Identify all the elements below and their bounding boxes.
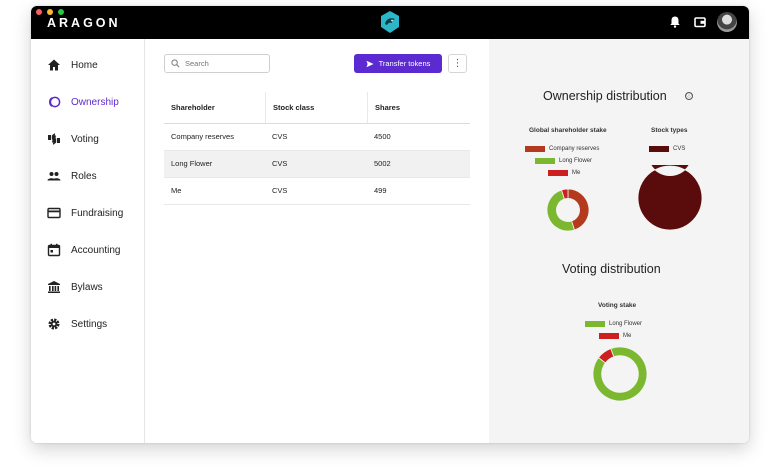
gear-icon xyxy=(48,318,60,330)
sidebar-item-label: Accounting xyxy=(71,244,121,256)
legend-label: Company reserves xyxy=(549,145,600,152)
sidebar-item-voting[interactable]: Voting xyxy=(31,126,144,152)
bank-icon xyxy=(48,281,60,293)
global-stake-donut xyxy=(546,188,590,232)
table-row[interactable]: Me CVS 499 xyxy=(164,178,470,205)
transfer-tokens-label: Transfer tokens xyxy=(378,59,431,68)
donut-slice-me xyxy=(561,188,569,200)
shareholders-table: Shareholder Stock class Shares Company r… xyxy=(164,92,470,205)
legend-item-cvs: CVS xyxy=(649,145,685,152)
donut-slice-me xyxy=(597,348,615,364)
sidebar-item-bylaws[interactable]: Bylaws xyxy=(31,274,144,300)
column-header-shareholder[interactable]: Shareholder xyxy=(171,103,215,112)
ownership-icon xyxy=(48,96,61,108)
notifications-bell-icon[interactable] xyxy=(668,15,682,29)
legend-label: Long Flower xyxy=(559,157,593,164)
ownership-distribution-title: Ownership distribution xyxy=(543,89,667,103)
legend-swatch xyxy=(548,169,568,176)
donut-slice-long-flower xyxy=(546,189,575,232)
sidebar-item-label: Fundraising xyxy=(71,207,124,219)
column-header-shares[interactable]: Shares xyxy=(367,92,470,123)
global-stake-title: Global shareholder stake xyxy=(529,127,607,134)
donut-slice-cvs xyxy=(637,165,703,231)
info-icon[interactable]: ⓘ xyxy=(685,92,693,100)
donut-slice-long-flower xyxy=(592,346,648,402)
shares-cell: 5002 xyxy=(374,159,391,168)
sidebar: Home Ownership Voting Roles xyxy=(31,39,145,443)
voting-distribution-title: Voting distribution xyxy=(562,262,661,276)
legend-item-company-reserves: Company reserves xyxy=(525,145,599,152)
search-icon xyxy=(171,59,180,68)
minimize-window-button[interactable] xyxy=(47,9,53,15)
more-vertical-icon: ⋮ xyxy=(452,58,463,69)
shareholder-cell: Long Flower xyxy=(171,159,213,168)
search-input[interactable] xyxy=(164,54,270,73)
transfer-tokens-button[interactable]: Transfer tokens xyxy=(354,54,442,73)
home-icon xyxy=(48,59,60,71)
legend-item-long-flower: Long Flower xyxy=(585,320,642,327)
roles-icon xyxy=(47,172,61,181)
main-content: Transfer tokens ⋮ Shareholder Stock clas… xyxy=(145,39,489,443)
sidebar-item-label: Home xyxy=(71,59,98,71)
sidebar-item-home[interactable]: Home xyxy=(31,52,144,78)
legend-swatch xyxy=(535,157,555,164)
close-window-button[interactable] xyxy=(36,9,42,15)
shareholder-cell: Company reserves xyxy=(171,132,234,141)
maximize-window-button[interactable] xyxy=(58,9,64,15)
legend-label: Long Flower xyxy=(609,320,643,327)
sidebar-item-fundraising[interactable]: Fundraising xyxy=(31,200,144,226)
sidebar-item-label: Ownership xyxy=(71,96,119,108)
sidebar-item-roles[interactable]: Roles xyxy=(31,163,144,189)
sidebar-item-settings[interactable]: Settings xyxy=(31,311,144,337)
calendar-icon xyxy=(47,243,61,257)
stock-class-cell: CVS xyxy=(272,132,288,141)
wallet-icon[interactable] xyxy=(693,15,707,29)
voting-icon xyxy=(48,133,60,145)
more-options-button[interactable]: ⋮ xyxy=(448,54,467,73)
user-avatar[interactable] xyxy=(717,12,737,32)
stock-class-cell: CVS xyxy=(272,159,288,168)
aragon-logo-icon xyxy=(381,11,399,33)
table-header-row: Shareholder Stock class Shares xyxy=(164,92,470,124)
shares-cell: 4500 xyxy=(374,132,391,141)
sidebar-item-label: Bylaws xyxy=(71,281,103,293)
legend-swatch xyxy=(649,145,669,152)
legend-label: Me xyxy=(572,169,581,176)
voting-stake-title: Voting stake xyxy=(598,302,637,309)
legend-item-me: Me xyxy=(548,169,580,176)
table-row[interactable]: Company reserves CVS 4500 xyxy=(164,124,470,151)
voting-stake-donut xyxy=(592,346,648,402)
brand-wordmark: ARAGON xyxy=(47,16,121,30)
legend-swatch xyxy=(525,145,545,152)
legend-item-long-flower: Long Flower xyxy=(535,157,592,164)
sidebar-item-label: Settings xyxy=(71,318,108,330)
legend-swatch xyxy=(599,332,619,339)
sidebar-item-label: Roles xyxy=(71,170,97,182)
legend-swatch xyxy=(585,320,605,327)
shareholder-cell: Me xyxy=(171,186,182,195)
distribution-panel: Ownership distribution ⓘ Global sharehol… xyxy=(489,39,749,443)
legend-item-me: Me xyxy=(599,332,631,339)
send-icon xyxy=(366,60,374,67)
column-header-stock-class[interactable]: Stock class xyxy=(265,92,367,123)
stock-class-cell: CVS xyxy=(272,186,288,195)
card-icon xyxy=(47,207,61,219)
app-window: ARAGON Home Ownership xyxy=(31,6,749,443)
sidebar-item-ownership[interactable]: Ownership xyxy=(31,89,144,115)
legend-label: Me xyxy=(623,332,632,339)
stock-types-title: Stock types xyxy=(651,127,688,134)
shares-cell: 499 xyxy=(374,186,387,195)
sidebar-item-accounting[interactable]: Accounting xyxy=(31,237,144,263)
title-bar: ARAGON xyxy=(31,6,749,39)
table-row[interactable]: Long Flower CVS 5002 xyxy=(164,151,470,178)
stock-types-donut xyxy=(637,165,703,231)
sidebar-item-label: Voting xyxy=(71,133,99,145)
legend-label: CVS xyxy=(673,145,686,152)
